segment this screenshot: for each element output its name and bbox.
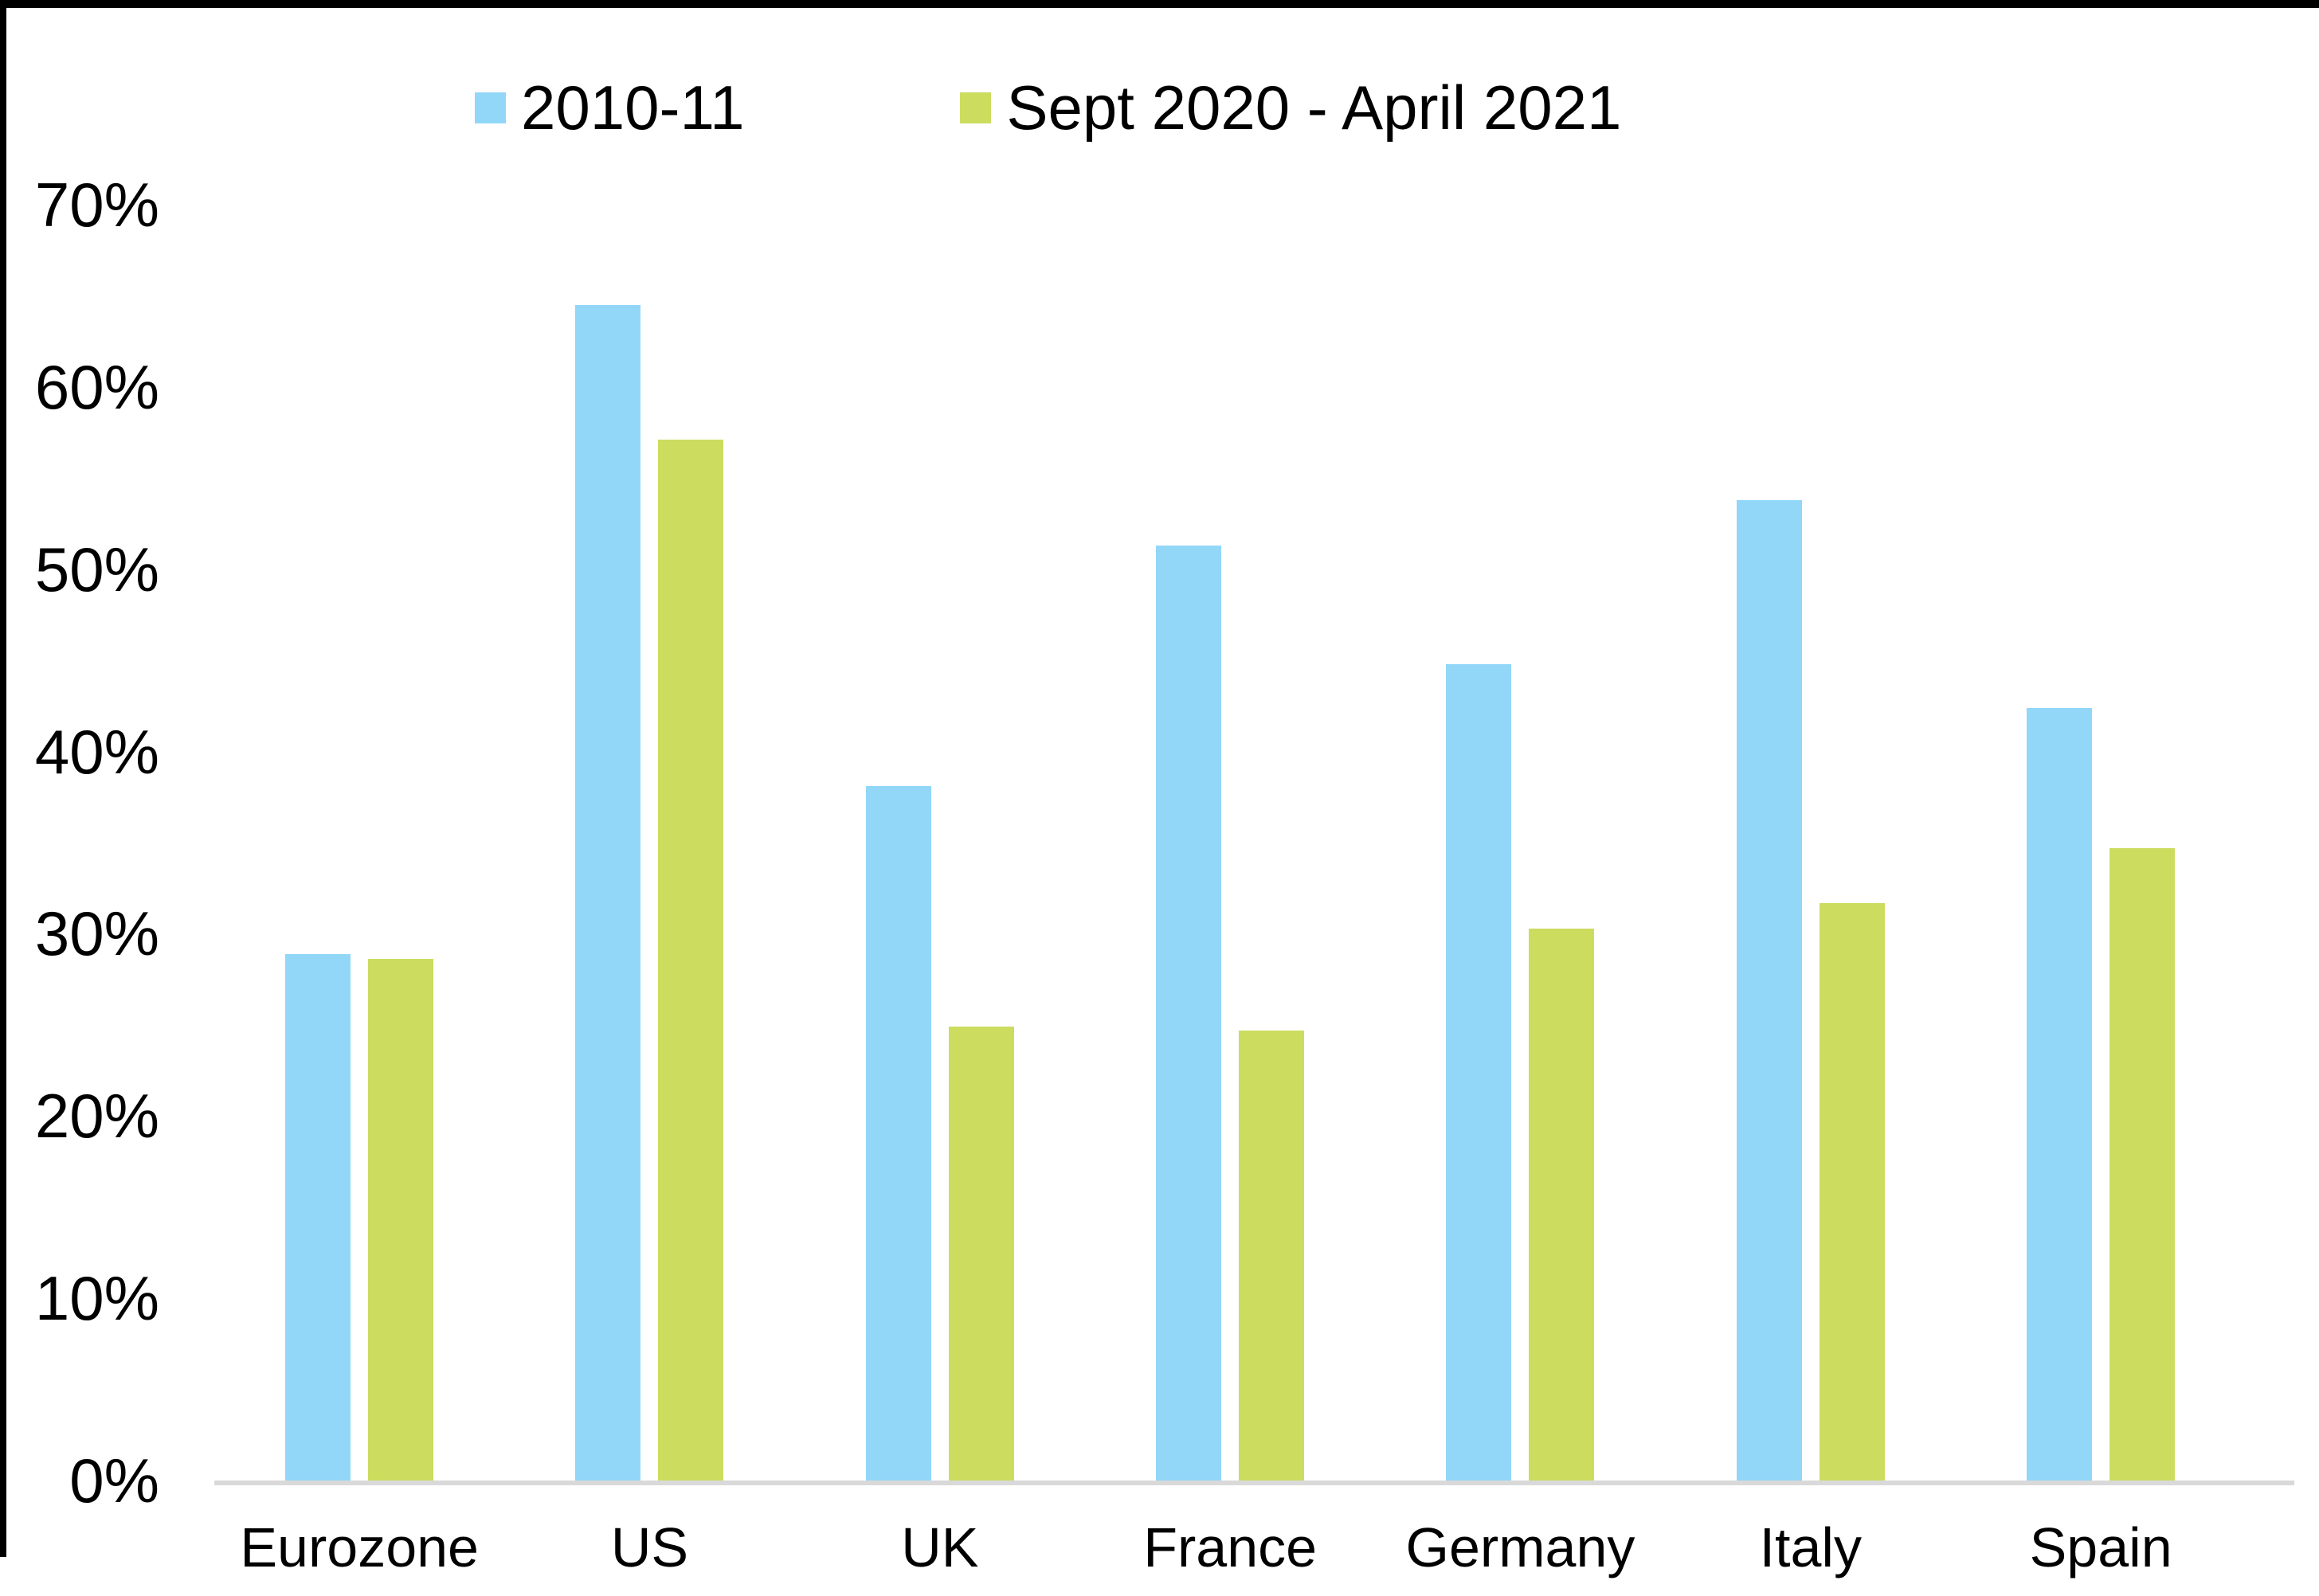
x-axis-label-italy: Italy: [1759, 1516, 1862, 1578]
bar-germany-2010-11: [1446, 663, 1512, 1481]
bar-france-2010-11: [1156, 545, 1222, 1481]
y-tick-label-50: 50%: [34, 534, 159, 604]
bar-france-sept-2020-april-2021: [1239, 1030, 1305, 1481]
bar-uk-sept-2020-april-2021: [948, 1027, 1014, 1481]
y-tick-label-20: 20%: [34, 1081, 159, 1152]
y-tick-label-60: 60%: [34, 351, 159, 422]
bar-uk-2010-11: [865, 786, 931, 1481]
bar-group-spain: [1956, 205, 2246, 1481]
plot-area: [214, 205, 2247, 1481]
y-tick-label-10: 10%: [34, 1263, 159, 1334]
bar-group-germany: [1375, 205, 1665, 1481]
bar-group-eurozone: [214, 205, 504, 1481]
bar-spain-sept-2020-april-2021: [2109, 847, 2176, 1481]
y-tick-label-70: 70%: [34, 169, 159, 240]
legend-swatch-sept-2020-april-2021: [960, 92, 992, 124]
frame-top-border: [0, 0, 2319, 8]
bar-germany-sept-2020-april-2021: [1529, 928, 1595, 1481]
x-axis-line: [214, 1481, 2294, 1485]
bar-italy-2010-11: [1736, 499, 1802, 1481]
y-tick-label-30: 30%: [34, 898, 159, 969]
bar-us-sept-2020-april-2021: [658, 440, 724, 1481]
frame-left-border: [0, 0, 6, 1557]
legend-item-sept-2020-april-2021: Sept 2020 - April 2021: [960, 72, 1621, 144]
x-axis-label-uk: UK: [901, 1516, 979, 1578]
bar-group-uk: [795, 205, 1085, 1481]
legend: 2010-11 Sept 2020 - April 2021: [475, 72, 1621, 144]
legend-swatch-2010-11: [475, 92, 506, 124]
x-axis-label-eurozone: Eurozone: [240, 1516, 479, 1578]
bar-group-france: [1085, 205, 1375, 1481]
bar-us-2010-11: [575, 304, 641, 1481]
bar-spain-2010-11: [2027, 707, 2093, 1481]
x-axis-label-spain: Spain: [2029, 1516, 2172, 1578]
legend-label-sept-2020-april-2021: Sept 2020 - April 2021: [1006, 72, 1622, 143]
y-tick-label-0: 0%: [69, 1445, 159, 1516]
legend-label-2010-11: 2010-11: [521, 72, 745, 143]
x-axis-label-us: US: [610, 1516, 689, 1578]
bar-group-italy: [1666, 205, 1956, 1481]
x-axis-label-germany: Germany: [1405, 1516, 1635, 1578]
bar-eurozone-sept-2020-april-2021: [368, 959, 434, 1481]
x-axis-label-france: France: [1143, 1516, 1318, 1578]
legend-item-2010-11: 2010-11: [475, 72, 744, 144]
bar-eurozone-2010-11: [285, 953, 351, 1481]
y-tick-label-40: 40%: [34, 716, 159, 787]
bar-italy-sept-2020-april-2021: [1819, 902, 1885, 1481]
bar-group-us: [504, 205, 794, 1481]
